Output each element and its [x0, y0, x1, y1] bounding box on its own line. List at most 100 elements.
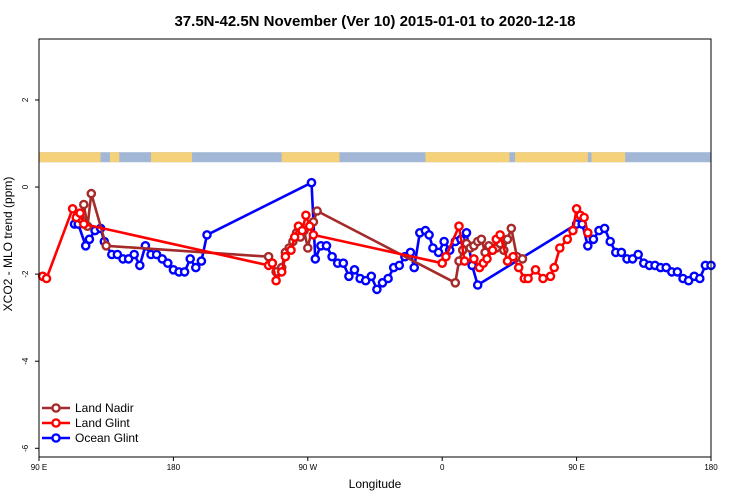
y-tick-label: -2: [21, 270, 30, 278]
x-axis: 90 E 180 90 W 0 90 E 180: [31, 457, 718, 472]
data-point: [439, 236, 449, 247]
data-point: [308, 230, 319, 240]
data-point: [482, 254, 492, 264]
data-point: [129, 249, 139, 260]
data-point: [579, 212, 589, 223]
data-point: [79, 219, 89, 229]
data-point: [508, 251, 518, 262]
data-point: [304, 221, 315, 231]
data-point: [588, 234, 599, 245]
data-point: [502, 234, 513, 245]
land-segment: [151, 152, 193, 163]
data-point: [616, 247, 627, 258]
ocean-band: [39, 152, 711, 163]
data-point: [568, 225, 578, 236]
data-point: [280, 251, 291, 262]
legend-label: Ocean Glint: [75, 431, 139, 445]
land-segment: [515, 152, 588, 163]
data-point: [605, 236, 616, 247]
y-axis: 2 0 -2 -4 -6: [21, 97, 39, 452]
data-point: [338, 258, 349, 269]
land-ocean-band: [39, 152, 711, 163]
data-point: [79, 199, 89, 210]
x-tick-label: 180: [167, 463, 181, 472]
land-segment: [281, 152, 340, 163]
data-point: [84, 234, 95, 245]
data-point: [267, 258, 278, 269]
data-point: [599, 223, 610, 234]
legend-marker: [51, 433, 61, 443]
land-segment: [39, 152, 101, 163]
data-point: [545, 271, 556, 282]
series-ocean-glint: [69, 177, 716, 295]
data-point: [517, 254, 528, 264]
data-point: [487, 245, 498, 255]
data-point: [409, 262, 420, 273]
data-point: [538, 273, 548, 284]
data-point: [271, 275, 281, 286]
data-point: [327, 251, 337, 262]
land-segment: [109, 152, 120, 163]
land-segment: [425, 152, 510, 163]
data-point: [101, 240, 111, 251]
data-point: [469, 254, 479, 264]
data-point: [450, 277, 461, 288]
data-point: [321, 240, 332, 251]
data-point: [366, 271, 377, 282]
data-point: [424, 230, 434, 240]
series-layer: [37, 177, 716, 295]
data-point: [312, 206, 322, 216]
data-point: [695, 273, 705, 284]
chart-title: 37.5N-42.5N November (Ver 10) 2015-01-01…: [174, 13, 575, 30]
data-point: [310, 254, 321, 264]
data-point: [86, 188, 97, 199]
data-point: [196, 256, 207, 266]
data-point: [383, 273, 393, 284]
y-axis-label: XCO2 - MLO trend (ppm): [1, 177, 15, 312]
data-point: [495, 230, 505, 240]
data-point: [472, 280, 483, 290]
data-point: [583, 240, 593, 251]
data-point: [190, 262, 201, 273]
x-axis-label: Longitude: [349, 477, 402, 491]
data-point: [441, 251, 451, 262]
series-land-glint: [37, 203, 593, 286]
data-point: [513, 262, 524, 273]
x-tick-label: 90 E: [568, 463, 584, 472]
data-point: [185, 254, 195, 264]
data-point: [506, 223, 517, 234]
data-point: [276, 267, 287, 277]
data-point: [394, 260, 405, 271]
data-point: [555, 243, 565, 253]
data-point: [349, 264, 360, 275]
data-point: [162, 258, 173, 269]
data-point: [433, 247, 444, 258]
data-point: [461, 227, 472, 238]
data-point: [530, 264, 541, 275]
data-point: [372, 284, 382, 295]
legend-label: Land Nadir: [75, 401, 134, 415]
data-point: [302, 243, 313, 253]
data-point: [523, 273, 533, 284]
data-point: [583, 227, 593, 238]
x-tick-label: 180: [704, 463, 718, 472]
land-segment: [591, 152, 626, 163]
legend-marker: [51, 403, 61, 413]
x-tick-label: 90 E: [31, 463, 47, 472]
data-point: [672, 267, 683, 277]
data-point: [562, 234, 573, 245]
data-point: [134, 260, 145, 271]
data-point: [454, 221, 464, 231]
data-point: [297, 225, 308, 236]
data-point: [41, 273, 52, 284]
data-point: [301, 210, 311, 221]
data-point: [286, 245, 296, 255]
data-point: [289, 232, 300, 242]
data-point: [549, 262, 560, 273]
y-tick-label: 0: [21, 184, 30, 189]
plot-frame: [38, 38, 712, 458]
x-tick-label: 0: [440, 463, 445, 472]
data-point: [344, 271, 354, 282]
